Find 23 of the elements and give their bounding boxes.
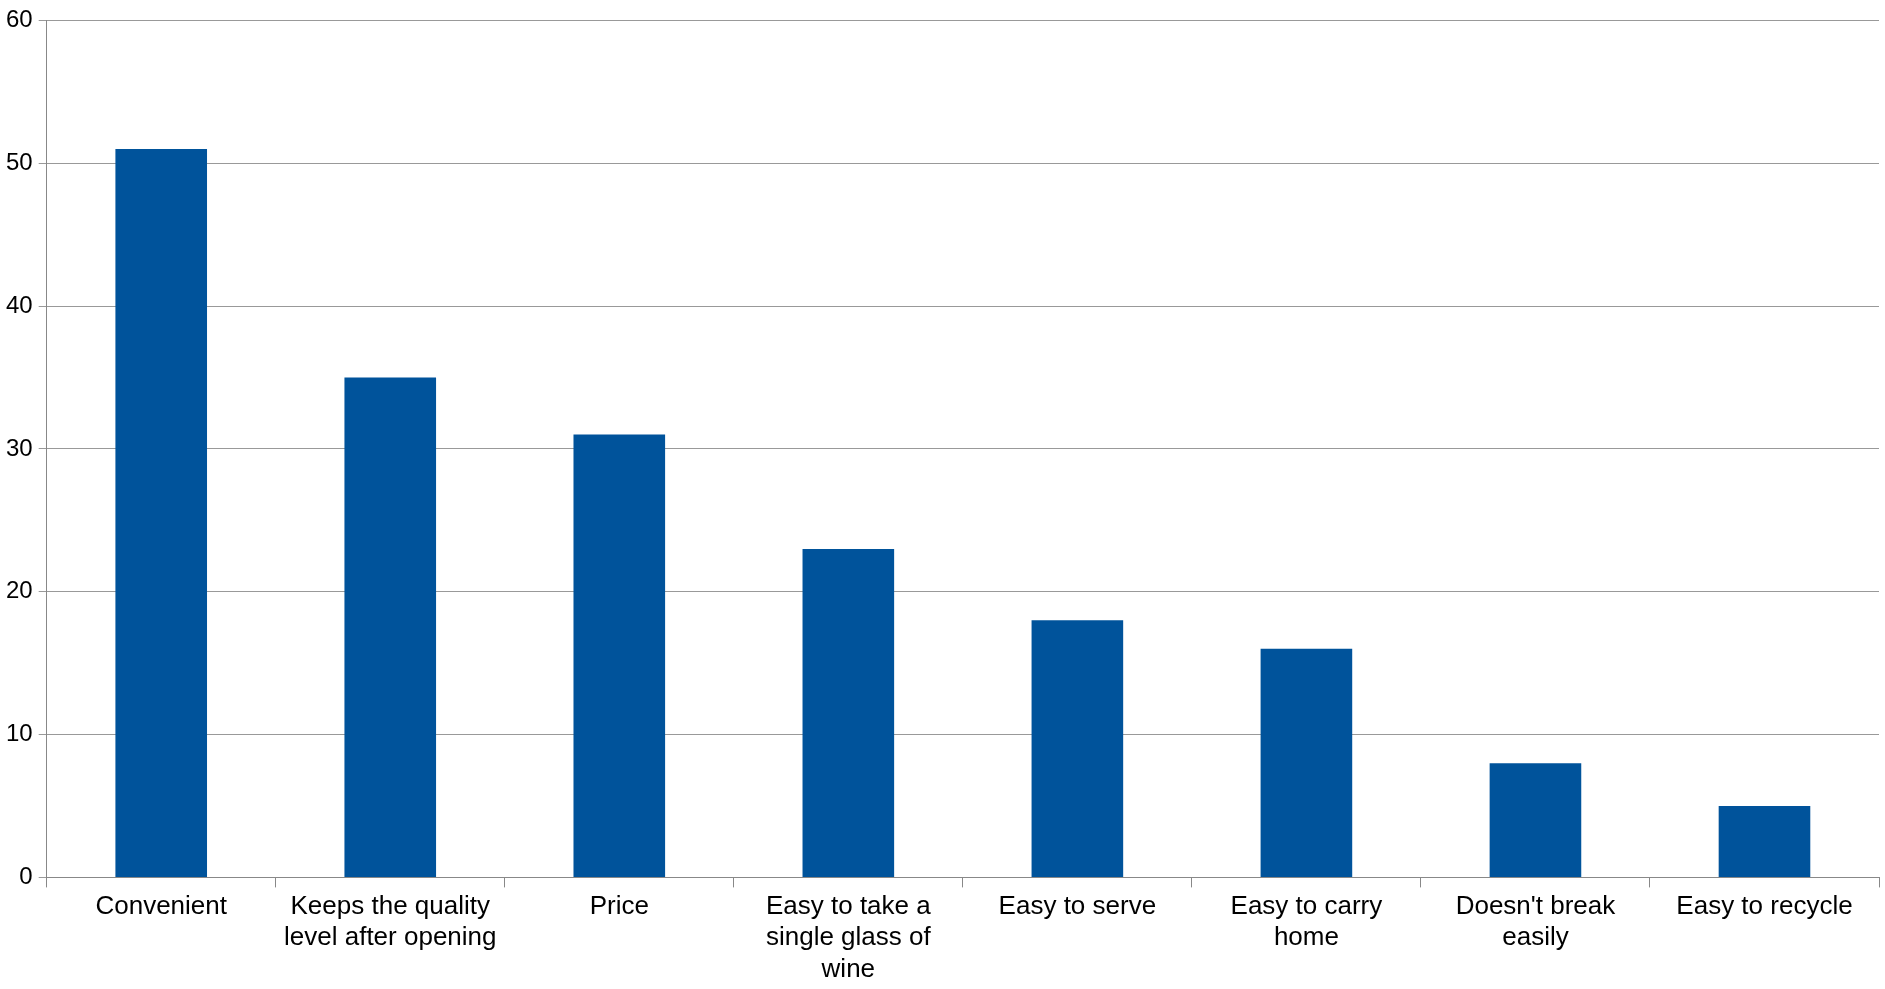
- y-tick-label: 40: [5, 290, 33, 318]
- x-tick-label: Easy to recycle: [1676, 890, 1853, 921]
- x-tick-label: Doesn't break easily: [1455, 890, 1617, 952]
- x-tick-label: Easy to serve: [998, 890, 1157, 921]
- bar: [1031, 620, 1124, 877]
- x-tick-label: Price: [589, 890, 649, 921]
- y-tick-label: 30: [5, 433, 33, 461]
- bar: [573, 434, 666, 877]
- bar: [1718, 805, 1811, 877]
- x-tick-label: Easy to carry home: [1230, 890, 1383, 952]
- y-tick-label: 20: [5, 576, 33, 604]
- x-tick-label: Keeps the quality level after opening: [284, 890, 497, 952]
- bar: [344, 377, 437, 877]
- x-tick-label: Easy to take a single glass of wine: [765, 890, 932, 983]
- bar: [802, 548, 895, 877]
- y-tick-label: 60: [5, 5, 33, 33]
- bar: [1489, 763, 1582, 877]
- bar: [1260, 648, 1353, 877]
- bar: [115, 148, 208, 877]
- x-tick-label: Convenient: [95, 890, 228, 921]
- y-tick-label: 10: [5, 719, 33, 747]
- y-tick-label: 50: [5, 147, 33, 175]
- y-tick-label: 0: [19, 862, 33, 890]
